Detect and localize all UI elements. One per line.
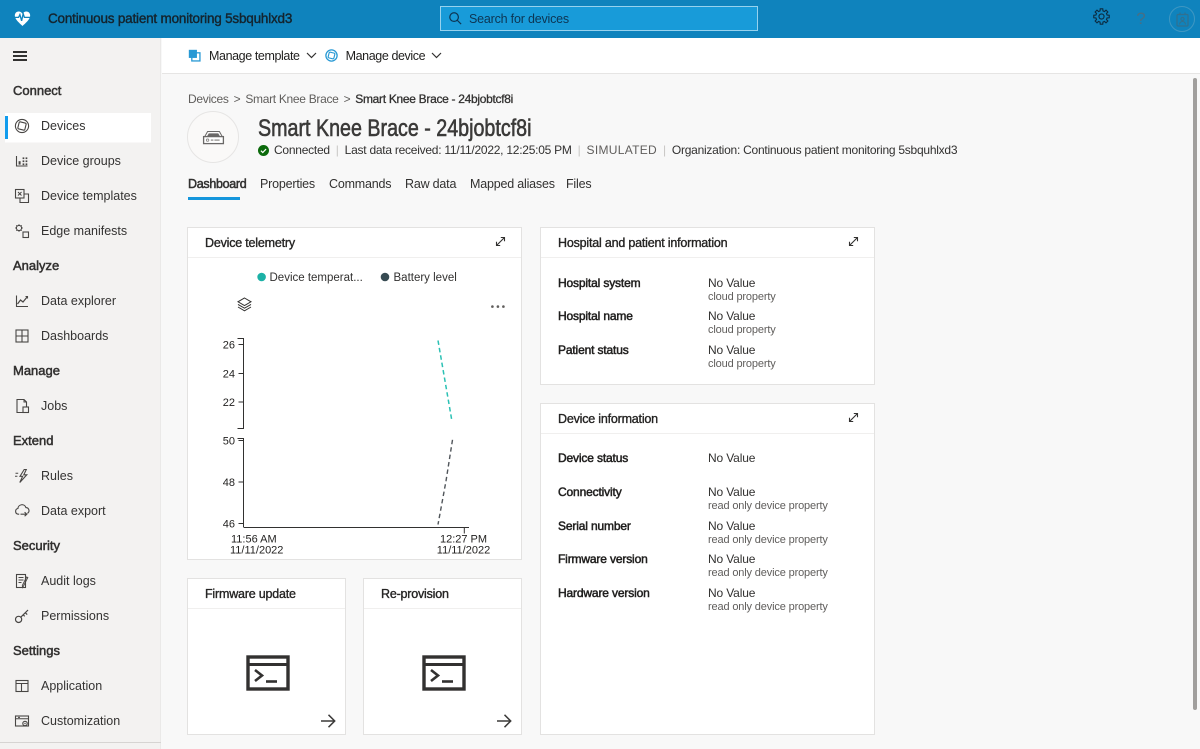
svg-text:22: 22 [223, 397, 235, 409]
svg-text:24: 24 [223, 369, 235, 381]
svg-text:Device temperat...: Device temperat... [270, 272, 363, 284]
svg-text:26: 26 [223, 340, 235, 352]
svg-text:11:56 AM: 11:56 AM [231, 534, 277, 546]
svg-text:Battery level: Battery level [394, 272, 457, 284]
svg-text:11/11/2022: 11/11/2022 [230, 545, 283, 557]
svg-text:11/11/2022: 11/11/2022 [437, 545, 490, 557]
svg-text:12:27 PM: 12:27 PM [440, 534, 487, 546]
svg-text:46: 46 [223, 519, 235, 531]
svg-text:50: 50 [223, 436, 235, 448]
svg-text:48: 48 [223, 477, 235, 489]
